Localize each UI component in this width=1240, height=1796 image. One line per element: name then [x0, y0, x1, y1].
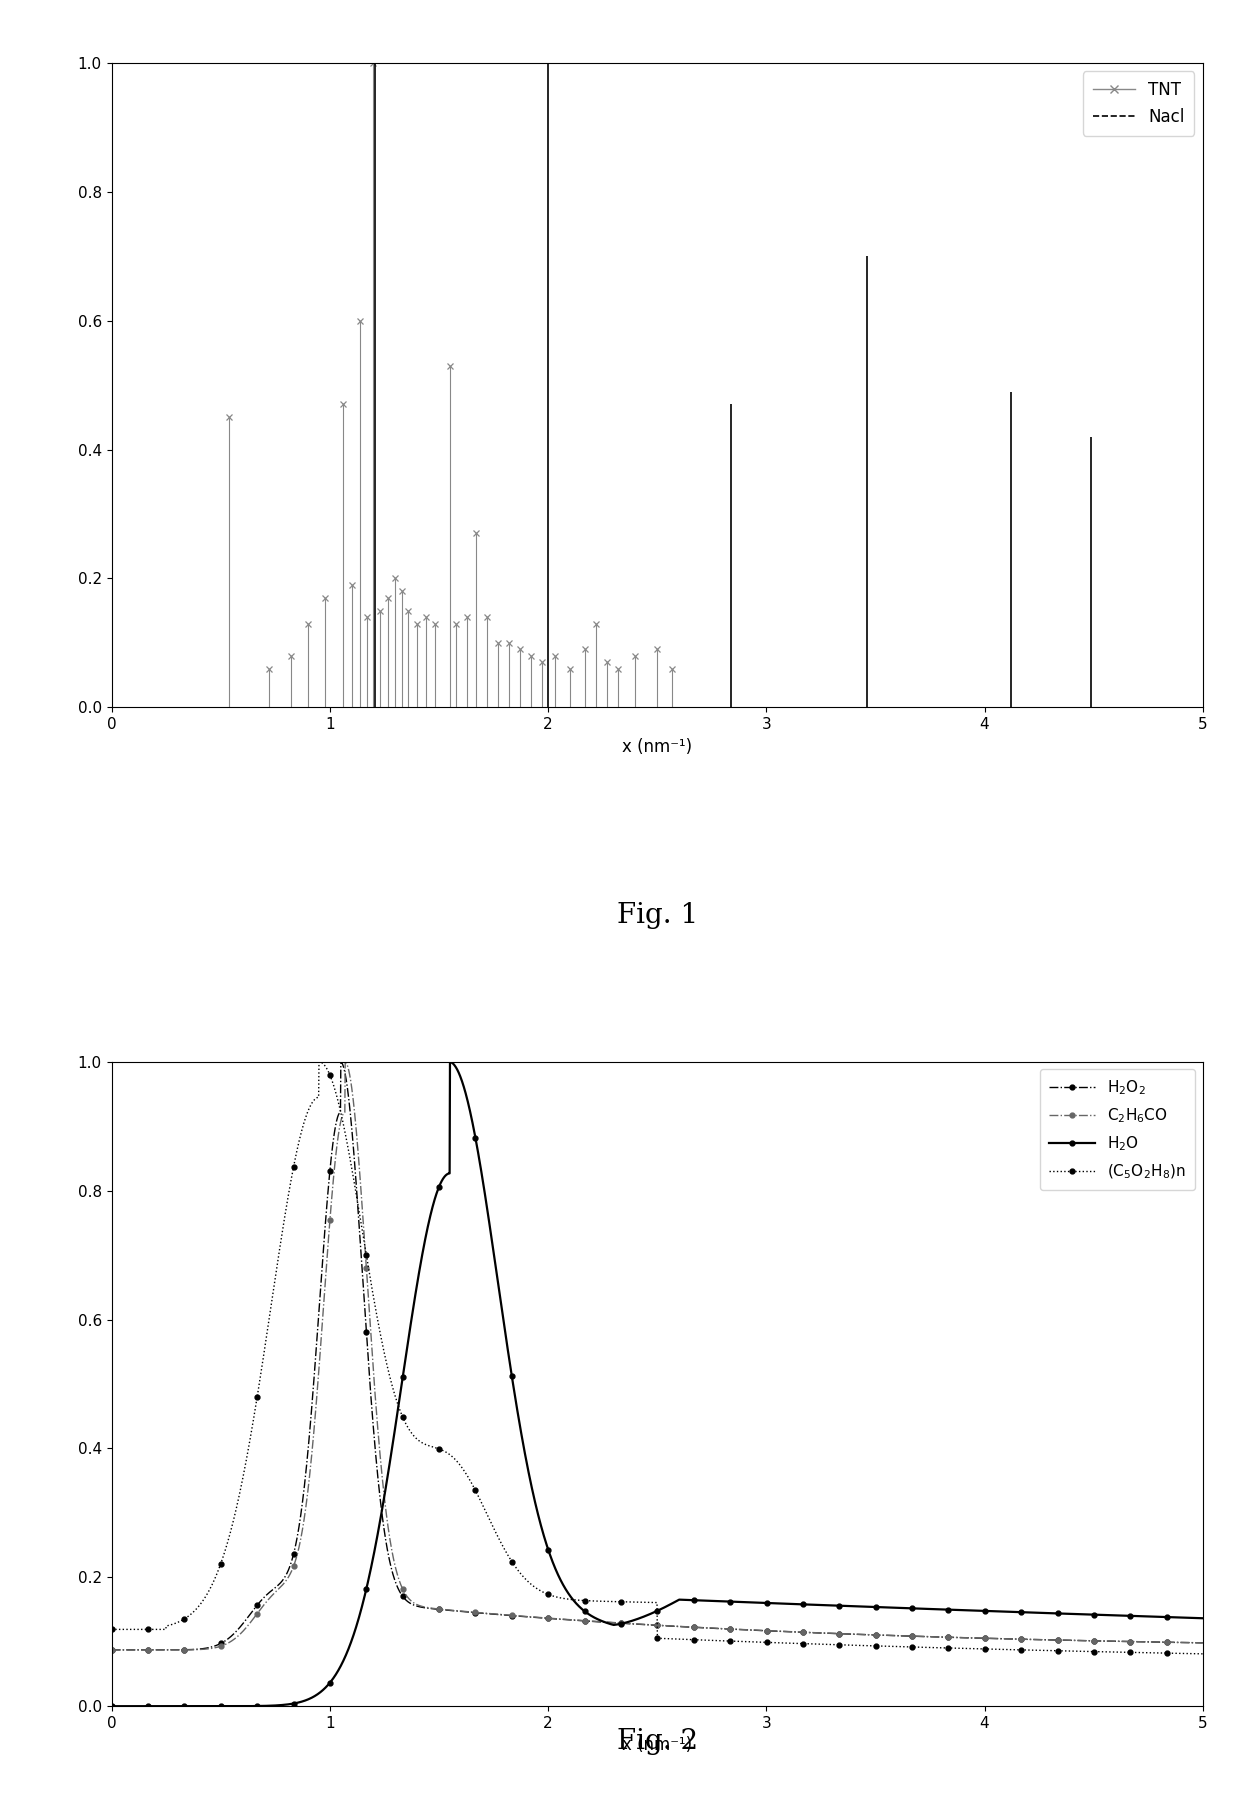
$\mathregular{H_2O}$	[1174, 1607, 1189, 1629]
$\mathregular{H_2O}$	[228, 1695, 243, 1717]
$\mathregular{(C_5O_2H_8)n}$	[1174, 1643, 1189, 1665]
$\mathregular{H_2O_2}$	[334, 1051, 348, 1072]
$\mathregular{C_2H_6CO}$	[1056, 1629, 1071, 1651]
$\mathregular{(C_5O_2H_8)n}$	[104, 1618, 119, 1640]
$\mathregular{(C_5O_2H_8)n}$	[311, 1051, 326, 1072]
$\mathregular{C_2H_6CO}$	[570, 1609, 585, 1631]
$\mathregular{H_2O}$	[294, 1692, 309, 1713]
$\mathregular{H_2O}$	[104, 1695, 119, 1717]
$\mathregular{H_2O_2}$	[570, 1609, 585, 1631]
$\mathregular{C_2H_6CO}$	[523, 1606, 538, 1627]
$\mathregular{H_2O_2}$	[523, 1606, 538, 1627]
$\mathregular{H_2O}$	[570, 1595, 585, 1616]
$\mathregular{H_2O_2}$	[1174, 1633, 1189, 1654]
Line: $\mathregular{C_2H_6CO}$: $\mathregular{C_2H_6CO}$	[109, 1060, 1205, 1652]
$\mathregular{(C_5O_2H_8)n}$	[570, 1589, 585, 1611]
Legend: $\mathregular{H_2O_2}$, $\mathregular{C_2H_6CO}$, $\mathregular{H_2O}$, $\mathre: $\mathregular{H_2O_2}$, $\mathregular{C_…	[1040, 1069, 1195, 1189]
$\mathregular{(C_5O_2H_8)n}$	[294, 1122, 309, 1144]
$\mathregular{C_2H_6CO}$	[228, 1627, 243, 1649]
X-axis label: x (nm⁻¹): x (nm⁻¹)	[622, 738, 692, 756]
$\mathregular{H_2O_2}$	[1195, 1633, 1210, 1654]
$\mathregular{H_2O_2}$	[104, 1640, 119, 1661]
Text: Fig. 2: Fig. 2	[616, 1728, 698, 1755]
$\mathregular{C_2H_6CO}$	[1174, 1633, 1189, 1654]
$\mathregular{H_2O_2}$	[228, 1620, 243, 1642]
Line: $\mathregular{(C_5O_2H_8)n}$: $\mathregular{(C_5O_2H_8)n}$	[109, 1060, 1205, 1656]
$\mathregular{H_2O}$	[1056, 1602, 1071, 1624]
X-axis label: x (nm⁻¹): x (nm⁻¹)	[622, 1737, 692, 1755]
$\mathregular{(C_5O_2H_8)n}$	[1195, 1643, 1210, 1665]
$\mathregular{(C_5O_2H_8)n}$	[523, 1573, 538, 1595]
$\mathregular{H_2O_2}$	[294, 1503, 309, 1525]
$\mathregular{C_2H_6CO}$	[104, 1640, 119, 1661]
$\mathregular{H_2O_2}$	[1056, 1629, 1071, 1651]
Legend: TNT, Nacl: TNT, Nacl	[1083, 72, 1194, 135]
Line: $\mathregular{H_2O_2}$: $\mathregular{H_2O_2}$	[109, 1060, 1205, 1652]
Line: $\mathregular{H_2O}$: $\mathregular{H_2O}$	[109, 1060, 1205, 1708]
Text: Fig. 1: Fig. 1	[616, 903, 698, 930]
$\mathregular{(C_5O_2H_8)n}$	[1056, 1640, 1071, 1661]
$\mathregular{(C_5O_2H_8)n}$	[228, 1500, 243, 1521]
$\mathregular{C_2H_6CO}$	[294, 1528, 309, 1550]
$\mathregular{H_2O}$	[523, 1471, 538, 1492]
$\mathregular{C_2H_6CO}$	[337, 1051, 352, 1072]
$\mathregular{H_2O}$	[1195, 1607, 1210, 1629]
$\mathregular{C_2H_6CO}$	[1195, 1633, 1210, 1654]
$\mathregular{H_2O}$	[443, 1051, 458, 1072]
